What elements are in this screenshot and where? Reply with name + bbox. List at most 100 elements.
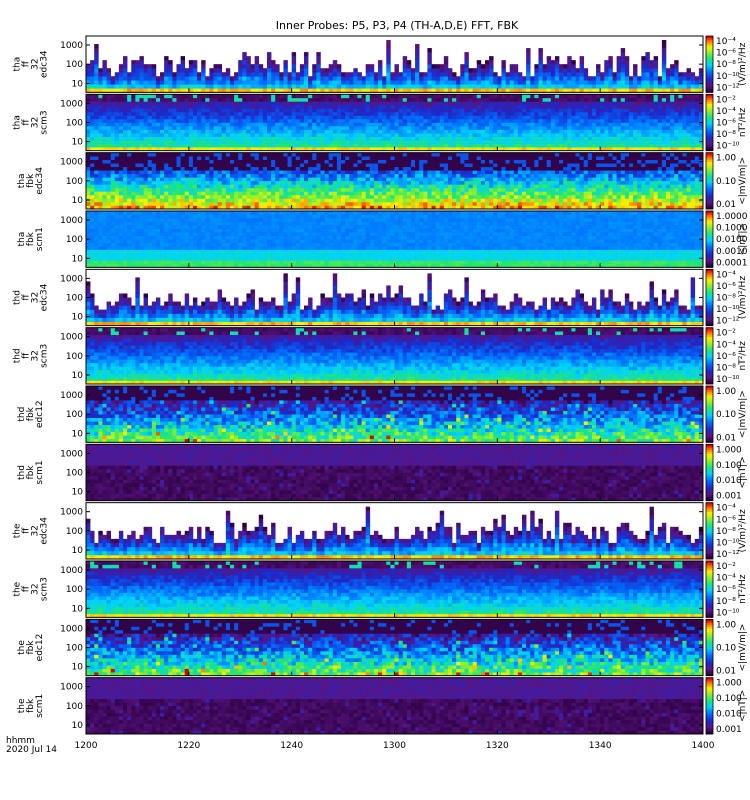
- spectrum-cell: [452, 191, 457, 196]
- spectrum-cell: [365, 187, 371, 192]
- spectrum-cell: [295, 111, 301, 116]
- spectrum-cell: [283, 108, 288, 113]
- spectrum-cell: [472, 68, 478, 73]
- spectrum-cell: [229, 76, 235, 81]
- spectrum-cell: [242, 194, 247, 199]
- panel-label-line: scm3: [40, 110, 50, 134]
- spectrum-cell: [246, 198, 251, 203]
- spectrum-cell: [324, 129, 329, 134]
- spectrum-cell: [180, 194, 186, 199]
- spectrum-cell: [188, 198, 194, 203]
- spectrum-cell: [110, 147, 116, 151]
- spectrum-cell: [427, 88, 432, 93]
- spectrum-cell: [168, 115, 173, 120]
- spectrum-cell: [509, 126, 515, 130]
- spectrum-cell: [291, 140, 297, 144]
- spectrum-cell: [271, 68, 276, 73]
- spectrum-cell: [308, 147, 313, 151]
- spectrum-cell: [184, 122, 190, 127]
- spectrum-cell: [316, 133, 321, 137]
- spectrum-cell: [674, 133, 679, 137]
- spectrum-cell: [365, 191, 371, 196]
- spectrum-cell: [480, 122, 486, 127]
- spectrum-cell: [468, 108, 473, 113]
- spectrum-cell: [197, 159, 202, 164]
- spectrum-cell: [550, 104, 556, 109]
- spectrum-cell: [242, 52, 247, 57]
- spectrum-cell: [114, 152, 120, 157]
- spectrum-cell: [341, 184, 346, 189]
- spectrum-cell: [328, 108, 334, 113]
- spectrum-cell: [431, 80, 436, 85]
- spectrum-cell: [336, 104, 342, 109]
- spectrum-cell: [139, 147, 144, 151]
- spectrum-cell: [176, 159, 181, 164]
- spectrum-cell: [554, 147, 560, 151]
- spectrum-cell: [567, 115, 572, 120]
- spectrum-cell: [641, 136, 646, 141]
- spectrum-cell: [271, 205, 276, 210]
- spectrum-cell: [151, 187, 157, 192]
- spectrum-cell: [587, 94, 593, 99]
- spectrum-cell: [410, 118, 416, 123]
- spectrum-cell: [164, 76, 169, 81]
- spectrum-cell: [427, 48, 432, 53]
- spectrum-cell: [324, 173, 329, 178]
- spectrum-cell: [464, 111, 469, 116]
- spectrum-cell: [398, 170, 404, 175]
- spectrum-cell: [497, 140, 502, 144]
- spectrum-cell: [266, 159, 272, 164]
- spectrum-cell: [439, 80, 445, 85]
- spectrum-cell: [213, 152, 218, 157]
- spectrum-cell: [435, 166, 441, 171]
- spectrum-cell: [155, 143, 161, 148]
- spectrum-cell: [694, 94, 700, 99]
- spectrum-cell: [262, 94, 268, 99]
- spectrum-cell: [394, 140, 399, 144]
- spectrum-cell: [357, 76, 362, 81]
- spectrum-cell: [155, 122, 161, 127]
- spectrum-cell: [410, 152, 416, 157]
- spectrum-cell: [575, 122, 580, 127]
- spectrum-cell: [427, 194, 432, 199]
- spectrum-cell: [242, 88, 247, 93]
- spectrum-cell: [217, 133, 223, 137]
- spectrum-cell: [382, 76, 387, 81]
- spectrum-cell: [386, 111, 391, 116]
- spectrum-cell: [234, 108, 239, 113]
- spectrum-cell: [452, 72, 457, 77]
- spectrum-cell: [526, 52, 531, 57]
- spectrum-cell: [221, 194, 227, 199]
- spectrum-cell: [653, 118, 659, 123]
- spectrum-cell: [238, 94, 243, 99]
- spectrum-cell: [155, 163, 161, 168]
- spectrum-cell: [439, 101, 445, 106]
- spectrum-cell: [559, 140, 564, 144]
- spectrum-cell: [279, 170, 284, 175]
- spectrum-cell: [480, 129, 486, 134]
- spectrum-cell: [431, 159, 436, 164]
- spectrum-cell: [517, 115, 523, 120]
- spectrum-cell: [443, 184, 449, 189]
- spectrum-cell: [90, 173, 95, 178]
- spectrum-cell: [291, 115, 297, 120]
- spectrum-cell: [550, 129, 556, 134]
- spectrum-cell: [501, 94, 506, 99]
- spectrum-cell: [246, 170, 251, 175]
- spectrum-cell: [670, 133, 675, 137]
- spectrum-cell: [225, 136, 231, 141]
- spectrum-cell: [349, 115, 354, 120]
- spectrum-cell: [262, 156, 268, 161]
- spectrum-cell: [118, 166, 124, 171]
- spectrum-cell: [612, 118, 617, 123]
- spectrum-cell: [480, 94, 486, 99]
- spectrum-cell: [114, 180, 120, 185]
- colorbar-tick-label: 10⁻⁶: [716, 49, 736, 59]
- spectrum-cell: [188, 64, 194, 69]
- spectrum-cell: [98, 163, 103, 168]
- spectrum-cell: [373, 159, 379, 164]
- spectrum-cell: [254, 152, 260, 157]
- spectrum-cell: [546, 122, 552, 127]
- spectrum-cell: [682, 104, 687, 109]
- spectrum-cell: [427, 122, 432, 127]
